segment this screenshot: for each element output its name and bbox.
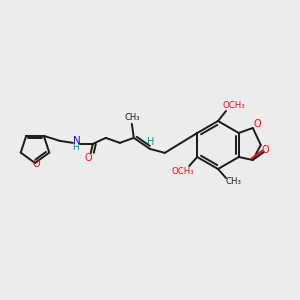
Text: H: H bbox=[147, 137, 154, 147]
Text: N: N bbox=[73, 136, 81, 146]
Text: O: O bbox=[84, 153, 92, 163]
Text: CH₃: CH₃ bbox=[124, 113, 140, 122]
Text: O: O bbox=[32, 159, 40, 169]
Text: CH₃: CH₃ bbox=[226, 178, 242, 187]
Text: O: O bbox=[254, 119, 262, 129]
Text: H: H bbox=[72, 143, 79, 152]
Text: O: O bbox=[262, 145, 270, 155]
Text: OCH₃: OCH₃ bbox=[172, 167, 195, 176]
Text: OCH₃: OCH₃ bbox=[223, 100, 245, 109]
